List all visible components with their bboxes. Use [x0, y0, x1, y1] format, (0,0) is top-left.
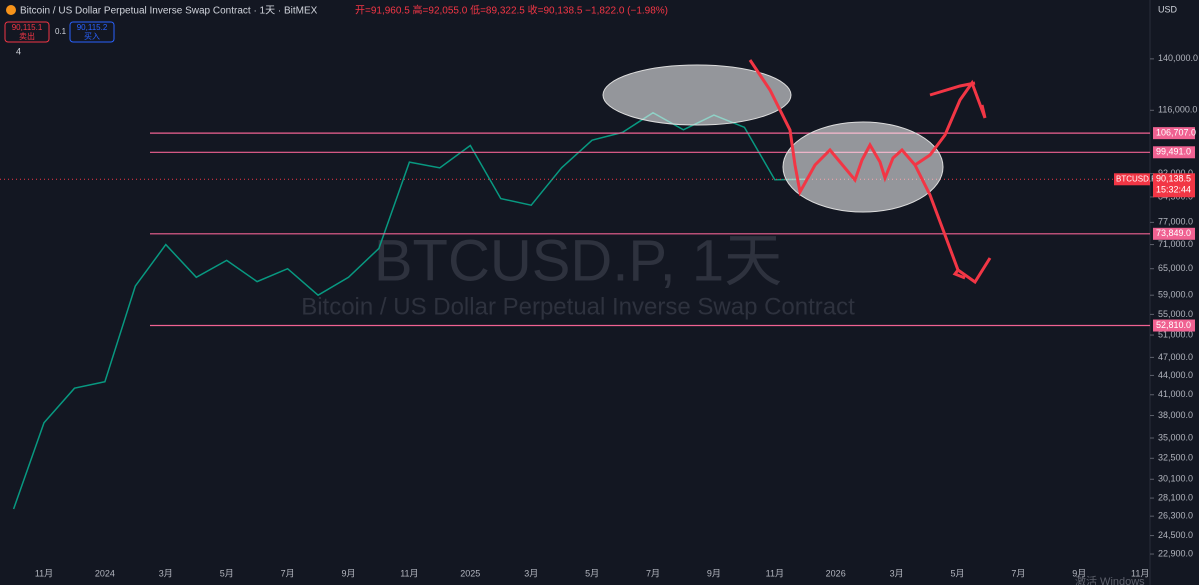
annotations	[602, 59, 992, 285]
x-tick-label: 3月	[890, 568, 904, 578]
x-tick-label: 9月	[707, 568, 721, 578]
x-tick-label: 9月	[1072, 568, 1086, 578]
level-label: 106,707.0	[1156, 128, 1196, 138]
y-tick-label: 32,500.0	[1158, 453, 1193, 463]
sell-price: 90,115.1	[12, 23, 43, 32]
ohlc: 开=91,960.5 高=92,055.0 低=89,322.5 收=90,13…	[355, 4, 668, 17]
price-tag	[1153, 173, 1195, 198]
watermark-symbol: BTCUSD.P, 1天	[374, 228, 782, 293]
x-tick-label: 11月	[766, 568, 784, 578]
currency[interactable]: USD	[1158, 4, 1178, 14]
level-tag	[1153, 227, 1195, 240]
y-tick-label: 71,000.0	[1158, 239, 1193, 249]
y-tick-label: 22,900.0	[1158, 548, 1193, 558]
level-label: 52,810.0	[1156, 320, 1191, 330]
highlight-ellipse	[602, 64, 792, 126]
y-tick-label: 28,100.0	[1158, 492, 1193, 502]
x-tick-label: 7月	[281, 568, 295, 578]
price-label: 90,138.5	[1156, 174, 1191, 184]
x-tick-label: 11月	[35, 568, 53, 578]
watermark-name: Bitcoin / US Dollar Perpetual Inverse Sw…	[301, 293, 855, 320]
level-label: 99,491.0	[1156, 147, 1191, 157]
y-tick-label: 26,300.0	[1158, 511, 1193, 521]
x-tick-label: 7月	[1011, 568, 1025, 578]
x-tick-label: 11月	[1131, 568, 1149, 578]
sell-label: 卖出	[19, 31, 35, 41]
x-tick-label: 2025	[460, 568, 480, 578]
level-tag	[1153, 127, 1195, 140]
countdown: 15:32:44	[1156, 185, 1191, 195]
symbol-tag	[1114, 173, 1150, 186]
symbol-label: BTCUSD.P	[1116, 174, 1156, 183]
x-tick-label: 3月	[159, 568, 173, 578]
plot: 140,000.0116,000.092,000.084,500.077,000…	[0, 53, 1198, 578]
x-tick-label: 9月	[341, 568, 355, 578]
level-tag	[1153, 146, 1195, 159]
coin-icon	[6, 5, 16, 15]
sell-button[interactable]	[4, 21, 50, 43]
y-tick-label: 116,000.0	[1158, 105, 1197, 115]
y-tick-label: 47,000.0	[1158, 352, 1193, 362]
symbol-title: Bitcoin / US Dollar Perpetual Inverse Sw…	[20, 6, 318, 17]
y-tick-label: 24,500.0	[1158, 530, 1193, 540]
y-tick-label: 38,000.0	[1158, 410, 1193, 420]
spread: 0.1	[55, 27, 67, 36]
buy-label: 买入	[84, 32, 100, 41]
x-tick-label: 5月	[585, 568, 599, 578]
y-tick-label: 44,000.0	[1158, 370, 1193, 380]
os-notice: 激活 Windows	[1075, 574, 1145, 585]
x-tick-label: 5月	[950, 568, 964, 578]
x-tick-label: 2024	[95, 568, 115, 578]
y-tick-label: 41,000.0	[1158, 389, 1193, 399]
y-tick-label: 65,000.0	[1158, 263, 1193, 273]
level-label: 73,849.0	[1156, 228, 1191, 238]
x-tick-label: 7月	[646, 568, 660, 578]
drawn-arrow	[748, 59, 992, 285]
y-tick-label: 35,000.0	[1158, 432, 1193, 442]
y-tick-label: 92,000.0	[1158, 168, 1193, 178]
x-tick-label: 5月	[220, 568, 234, 578]
y-tick-label: 30,100.0	[1158, 474, 1193, 484]
y-tick-label: 77,000.0	[1158, 217, 1193, 227]
buy-price: 90,115.2	[77, 23, 108, 32]
indicator-count[interactable]: 4	[16, 46, 21, 56]
y-tick-label: 59,000.0	[1158, 290, 1193, 300]
y-tick-label: 140,000.0	[1158, 53, 1198, 63]
buy-button[interactable]	[69, 21, 115, 43]
level-tag	[1153, 319, 1195, 332]
x-tick-label: 2026	[826, 568, 846, 578]
y-tick-label: 55,000.0	[1158, 309, 1193, 319]
x-tick-label: 11月	[400, 568, 418, 578]
highlight-ellipse	[782, 121, 944, 213]
y-tick-label: 51,000.0	[1158, 329, 1193, 339]
x-tick-label: 3月	[524, 568, 538, 578]
